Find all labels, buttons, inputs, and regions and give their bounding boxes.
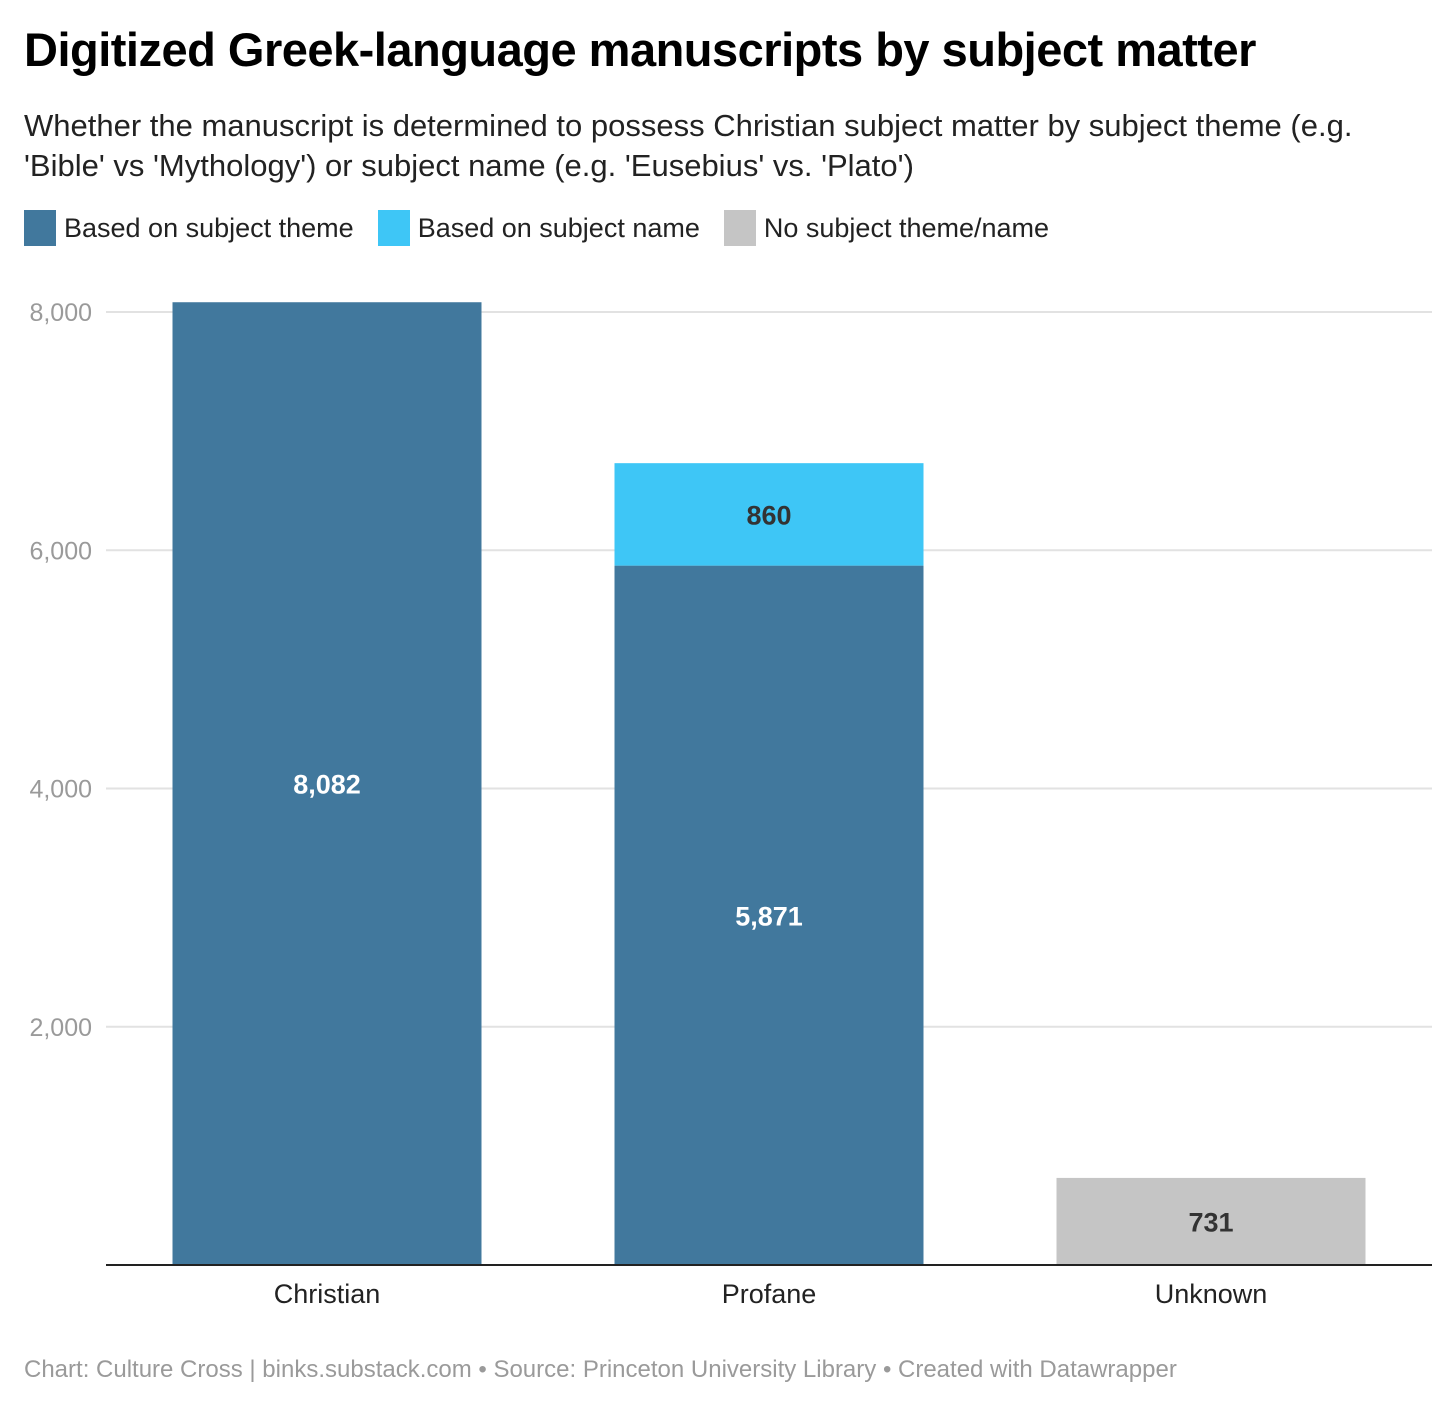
- bar-segment: [172, 302, 482, 1265]
- data-label: 8,082: [293, 770, 361, 800]
- bar-segment: [614, 565, 924, 1265]
- legend-label-theme: Based on subject theme: [64, 212, 354, 243]
- data-label: 5,871: [735, 901, 803, 931]
- chart-subtitle: Whether the manuscript is determined to …: [24, 108, 1353, 183]
- y-tick-label: 4,000: [29, 776, 92, 804]
- legend-item-theme: Based on subject theme: [24, 210, 354, 246]
- legend-swatch-theme: [24, 210, 56, 246]
- bar-segment: [1056, 1177, 1366, 1265]
- x-tick-label: Unknown: [1155, 1279, 1268, 1309]
- chart-title: Digitized Greek-language manuscripts by …: [24, 23, 1256, 76]
- legend-label-none: No subject theme/name: [763, 212, 1050, 243]
- legend: Based on subject theme Based on subject …: [24, 210, 1073, 246]
- y-tick-label: 6,000: [29, 537, 92, 565]
- bar-segment: [614, 463, 924, 566]
- y-tick-label: 2,000: [29, 1014, 92, 1042]
- x-tick-label: Profane: [722, 1279, 817, 1309]
- legend-label-name: Based on subject name: [417, 212, 700, 243]
- legend-item-none: No subject theme/name: [723, 210, 1050, 246]
- x-tick-label: Christian: [274, 1279, 381, 1309]
- data-label: 731: [1188, 1207, 1233, 1237]
- bar-chart: 2,000 4,000 6,000 8,000 8,082 Christian 5,871 8…: [29, 299, 1432, 1309]
- data-label: 860: [746, 500, 791, 530]
- legend-swatch-none: [723, 210, 756, 246]
- chart-footer: Chart: Culture Cross | binks.substack.co…: [24, 1356, 1177, 1383]
- y-tick-label: 8,000: [29, 299, 92, 327]
- legend-swatch-name: [377, 210, 410, 246]
- legend-item-name: Based on subject name: [377, 210, 700, 246]
